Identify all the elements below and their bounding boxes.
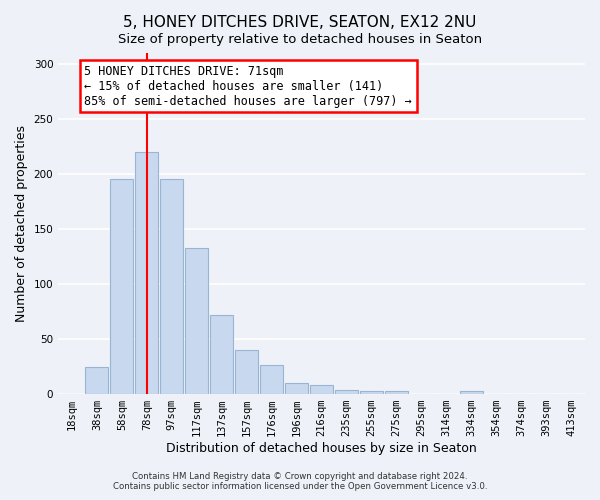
Text: Contains HM Land Registry data © Crown copyright and database right 2024.
Contai: Contains HM Land Registry data © Crown c…	[113, 472, 487, 491]
Text: 5, HONEY DITCHES DRIVE, SEATON, EX12 2NU: 5, HONEY DITCHES DRIVE, SEATON, EX12 2NU	[124, 15, 476, 30]
Bar	[310, 386, 333, 394]
Bar	[185, 248, 208, 394]
Bar	[235, 350, 258, 394]
Bar	[210, 314, 233, 394]
Bar	[160, 179, 183, 394]
X-axis label: Distribution of detached houses by size in Seaton: Distribution of detached houses by size …	[166, 442, 477, 455]
Bar	[136, 152, 158, 394]
Text: Size of property relative to detached houses in Seaton: Size of property relative to detached ho…	[118, 32, 482, 46]
Y-axis label: Number of detached properties: Number of detached properties	[15, 125, 28, 322]
Bar	[285, 383, 308, 394]
Bar	[385, 391, 408, 394]
Text: 5 HONEY DITCHES DRIVE: 71sqm
← 15% of detached houses are smaller (141)
85% of s: 5 HONEY DITCHES DRIVE: 71sqm ← 15% of de…	[85, 64, 412, 108]
Bar	[110, 179, 133, 394]
Bar	[260, 366, 283, 394]
Bar	[85, 366, 109, 394]
Bar	[360, 391, 383, 394]
Bar	[460, 391, 483, 394]
Bar	[335, 390, 358, 394]
